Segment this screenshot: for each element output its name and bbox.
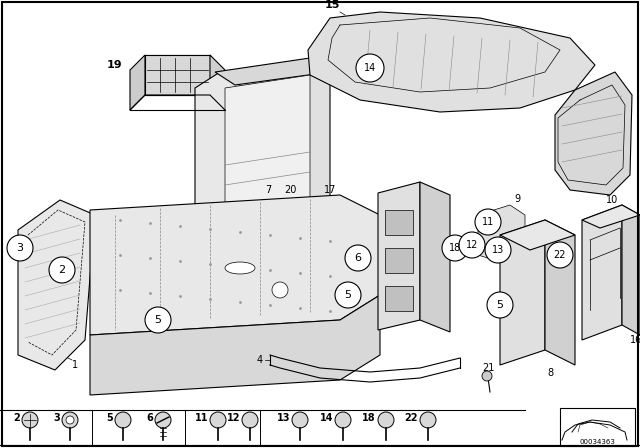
Text: 13: 13 — [276, 413, 290, 423]
Bar — [385, 248, 413, 273]
Text: 12: 12 — [466, 240, 478, 250]
Text: 11: 11 — [195, 413, 208, 423]
Polygon shape — [500, 220, 545, 365]
Text: 15: 15 — [324, 0, 340, 10]
Text: 11: 11 — [482, 217, 494, 227]
Ellipse shape — [225, 262, 255, 274]
Circle shape — [292, 412, 308, 428]
Text: 5: 5 — [154, 315, 161, 325]
Polygon shape — [145, 55, 210, 95]
Polygon shape — [225, 75, 310, 220]
Polygon shape — [582, 205, 640, 228]
Text: 18: 18 — [362, 413, 376, 423]
Polygon shape — [555, 72, 632, 195]
Circle shape — [482, 371, 492, 381]
Bar — [560, 408, 635, 446]
Polygon shape — [378, 182, 420, 330]
Polygon shape — [145, 55, 210, 95]
Circle shape — [115, 412, 131, 428]
Text: 6: 6 — [355, 253, 362, 263]
Text: 20: 20 — [284, 185, 296, 195]
Text: 13: 13 — [492, 245, 504, 255]
Text: 5: 5 — [344, 290, 351, 300]
Text: 21: 21 — [482, 363, 494, 373]
Text: 18: 18 — [449, 243, 461, 253]
Text: 16: 16 — [630, 335, 640, 345]
Text: 14: 14 — [319, 413, 333, 423]
Polygon shape — [478, 205, 525, 265]
Polygon shape — [420, 182, 450, 332]
Circle shape — [7, 235, 33, 261]
Circle shape — [356, 54, 384, 82]
Circle shape — [442, 235, 468, 261]
Circle shape — [485, 237, 511, 263]
Circle shape — [210, 412, 226, 428]
Polygon shape — [195, 72, 240, 225]
Text: 4: 4 — [257, 355, 263, 365]
Polygon shape — [215, 58, 330, 85]
Circle shape — [22, 412, 38, 428]
Polygon shape — [210, 55, 225, 110]
Circle shape — [547, 242, 573, 268]
Circle shape — [345, 245, 371, 271]
Text: 22: 22 — [404, 413, 418, 423]
Bar — [385, 286, 413, 311]
Text: 5: 5 — [106, 413, 113, 423]
Text: 8: 8 — [547, 368, 553, 378]
Circle shape — [335, 282, 361, 308]
Text: 00034363: 00034363 — [579, 439, 615, 445]
Circle shape — [155, 412, 171, 428]
Circle shape — [62, 412, 78, 428]
Text: 19: 19 — [107, 60, 123, 70]
Circle shape — [145, 307, 171, 333]
Text: 3: 3 — [53, 413, 60, 423]
Text: 17: 17 — [324, 185, 336, 195]
Circle shape — [487, 292, 513, 318]
Text: 3: 3 — [17, 243, 24, 253]
Polygon shape — [18, 200, 95, 370]
Text: 2: 2 — [58, 265, 65, 275]
Polygon shape — [582, 205, 622, 340]
Circle shape — [335, 412, 351, 428]
Circle shape — [272, 282, 288, 298]
Polygon shape — [130, 55, 145, 110]
Bar — [385, 210, 413, 235]
Circle shape — [66, 416, 74, 424]
Text: 12: 12 — [227, 413, 240, 423]
Circle shape — [420, 412, 436, 428]
Circle shape — [378, 412, 394, 428]
Polygon shape — [545, 220, 575, 365]
Circle shape — [459, 232, 485, 258]
Text: 22: 22 — [554, 250, 566, 260]
Text: 9: 9 — [514, 194, 520, 204]
Text: 14: 14 — [364, 63, 376, 73]
Circle shape — [242, 412, 258, 428]
Polygon shape — [308, 12, 595, 112]
Text: 5: 5 — [497, 300, 504, 310]
Text: 2: 2 — [13, 413, 20, 423]
Text: 6: 6 — [147, 413, 153, 423]
Text: 7: 7 — [265, 185, 271, 195]
Text: 10: 10 — [606, 195, 618, 205]
Polygon shape — [622, 205, 640, 335]
Polygon shape — [290, 58, 330, 225]
Circle shape — [475, 209, 501, 235]
Polygon shape — [90, 195, 380, 335]
Text: 1: 1 — [72, 360, 78, 370]
Polygon shape — [90, 295, 380, 395]
Polygon shape — [500, 220, 575, 250]
Circle shape — [49, 257, 75, 283]
